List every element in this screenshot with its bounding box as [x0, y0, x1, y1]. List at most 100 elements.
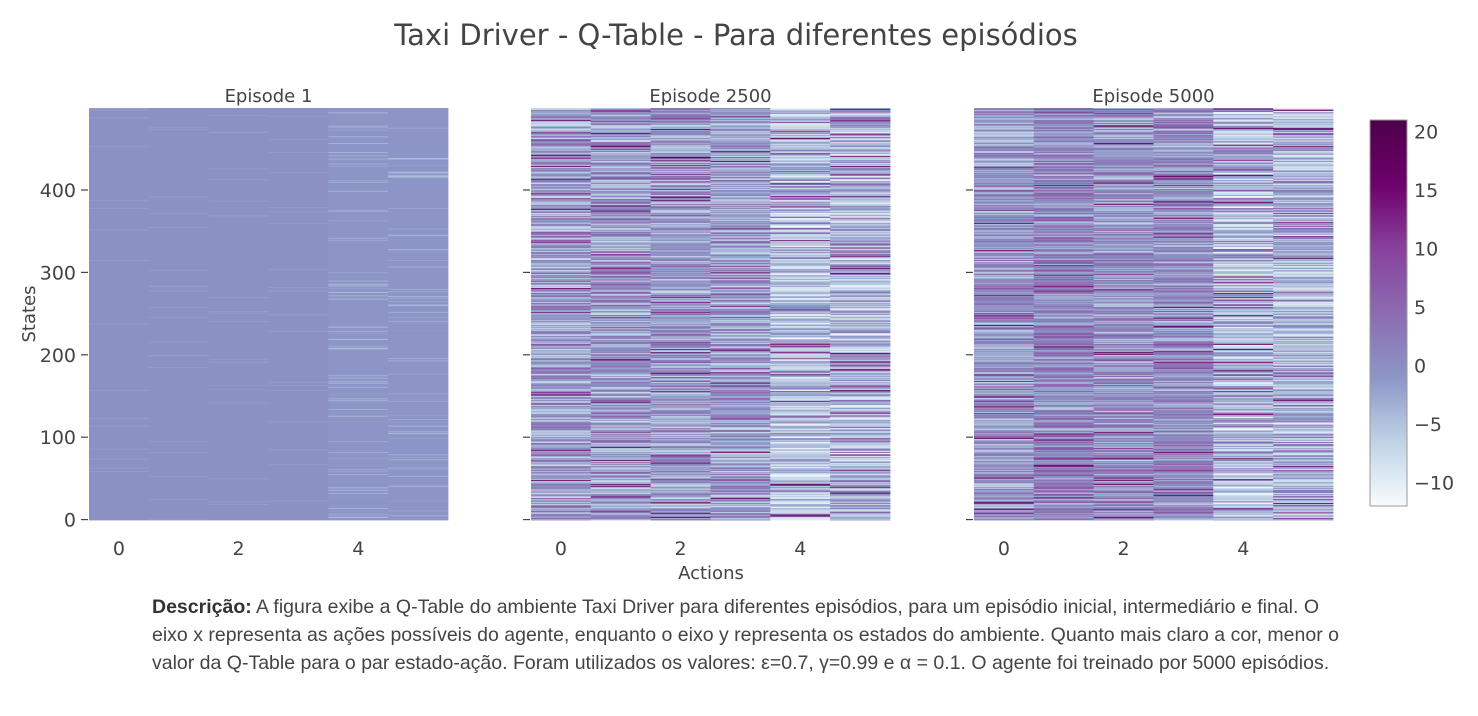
heatmap-cell: [710, 245, 771, 247]
heatmap-cell: [1033, 515, 1095, 517]
heatmap-cell: [1033, 430, 1095, 432]
heatmap-cell: [710, 121, 771, 123]
heatmap-cell: [770, 116, 831, 118]
heatmap-cell: [770, 289, 831, 291]
heatmap-cell: [1093, 227, 1154, 229]
heatmap-cell: [1093, 136, 1154, 138]
heatmap-cell: [710, 449, 771, 451]
heatmap-cell: [590, 305, 652, 307]
heatmap-cell: [531, 355, 592, 357]
heatmap-cell: [268, 138, 329, 140]
heatmap-cell: [974, 500, 1035, 502]
heatmap-cell: [710, 144, 771, 146]
heatmap-cell: [710, 349, 771, 351]
heatmap-cell: [531, 250, 592, 252]
heatmap-cell: [974, 318, 1035, 321]
heatmap-cell: [531, 294, 592, 296]
heatmap-cell: [1093, 287, 1154, 289]
heatmap-cell: [1033, 517, 1095, 519]
heatmap-cell: [1033, 518, 1095, 520]
heatmap-cell: [974, 207, 1035, 209]
heatmap-cell: [974, 461, 1035, 463]
heatmap-cell: [590, 126, 652, 129]
heatmap-cell: [208, 501, 269, 503]
heatmap-cell: [710, 294, 771, 296]
heatmap-cell: [650, 519, 711, 521]
heatmap-cell: [830, 151, 891, 153]
heatmap-cell: [710, 424, 771, 426]
heatmap-cell: [974, 204, 1035, 206]
heatmap-cell: [388, 399, 449, 401]
heatmap-cell: [710, 152, 771, 154]
heatmap-cell: [974, 445, 1035, 447]
heatmap-cell: [590, 467, 652, 469]
heatmap-cell: [590, 295, 652, 297]
heatmap-cell: [710, 455, 771, 457]
heatmap-cell: [710, 325, 771, 327]
heatmap-cell: [1033, 128, 1095, 130]
heatmap-cell: [1153, 466, 1214, 468]
heatmap-cell: [650, 504, 711, 506]
heatmap-cell: [830, 409, 891, 411]
heatmap-cell: [830, 377, 891, 379]
heatmap-cell: [770, 166, 831, 168]
heatmap-cell: [531, 175, 592, 177]
heatmap-cell: [1033, 470, 1095, 472]
heatmap-cell: [531, 449, 592, 452]
heatmap-cell: [710, 188, 771, 190]
heatmap-cell: [1093, 250, 1154, 252]
heatmap-cell: [388, 257, 449, 261]
heatmap-cell: [1033, 271, 1095, 274]
heatmap-cell: [148, 440, 210, 443]
heatmap-cell: [208, 402, 269, 404]
heatmap-cell: [531, 225, 592, 227]
heatmap-cell: [1093, 181, 1154, 183]
heatmap-cell: [974, 472, 1035, 474]
heatmap-cell: [710, 379, 771, 381]
heatmap-cell: [830, 285, 891, 288]
heatmap-cell: [1033, 474, 1095, 476]
heatmap-cell: [1093, 263, 1154, 265]
heatmap-cell: [830, 299, 891, 301]
heatmap-cell: [974, 438, 1035, 440]
heatmap-cell: [1033, 404, 1095, 406]
heatmap-cell: [650, 132, 711, 134]
heatmap-cell: [710, 408, 771, 410]
heatmap-cell: [710, 308, 771, 310]
heatmap-cell: [650, 367, 711, 369]
heatmap-cell: [770, 251, 831, 253]
heatmap-cell: [650, 321, 711, 323]
heatmap-cell: [268, 116, 329, 139]
heatmap-cell: [328, 394, 389, 399]
heatmap-cell: [1033, 182, 1095, 185]
heatmap-cell: [830, 154, 891, 157]
heatmap-cell: [531, 489, 592, 491]
heatmap-cell: [590, 432, 652, 434]
heatmap-cell: [830, 339, 891, 341]
heatmap-cell: [1093, 196, 1154, 198]
heatmap-cell: [1093, 154, 1154, 156]
heatmap-cell: [531, 496, 592, 498]
heatmap-cell: [830, 390, 891, 392]
heatmap-cell: [531, 501, 592, 504]
heatmap-cell: [770, 410, 831, 412]
heatmap-cell: [590, 193, 652, 195]
heatmap-cell: [388, 419, 449, 423]
heatmap-cell: [974, 513, 1035, 515]
heatmap-cell: [830, 108, 891, 110]
heatmap-cell: [974, 423, 1035, 425]
heatmap-cell: [1093, 442, 1154, 444]
heatmap-cell: [1033, 121, 1095, 123]
heatmap-cell: [531, 210, 592, 212]
heatmap-cell: [650, 308, 711, 310]
heatmap-cell: [650, 262, 711, 265]
heatmap-cell: [531, 281, 592, 283]
heatmap-cell: [974, 147, 1035, 149]
heatmap-cell: [531, 437, 592, 439]
heatmap-cell: [1093, 182, 1154, 184]
action-column-1: [148, 108, 210, 521]
heatmap-cell: [830, 327, 891, 329]
heatmap-cell: [328, 441, 389, 453]
heatmap-cell: [710, 149, 771, 151]
heatmap-cell: [710, 512, 771, 514]
